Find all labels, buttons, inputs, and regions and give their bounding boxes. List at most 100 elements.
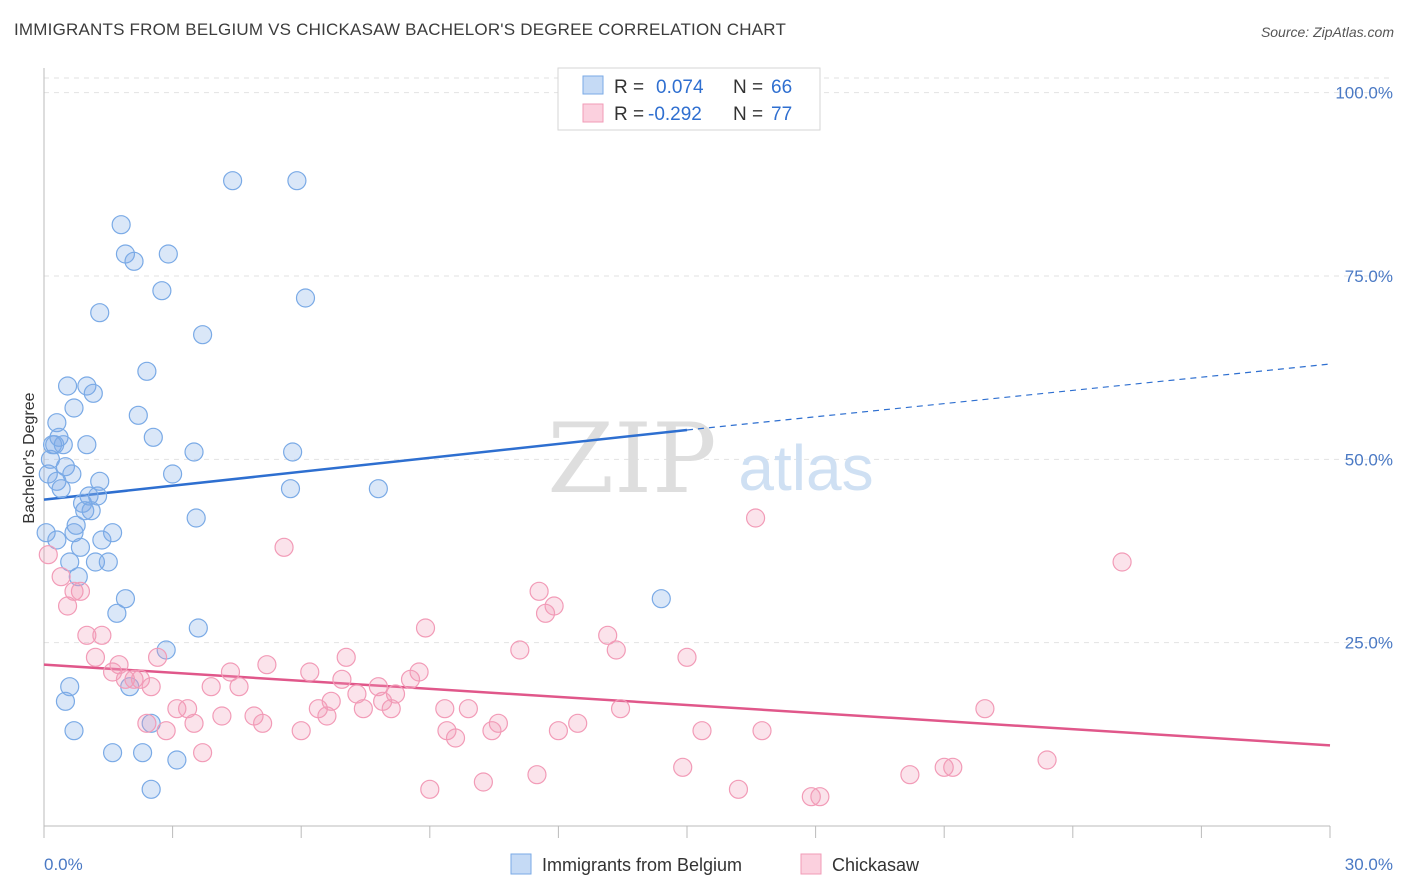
point-belgium bbox=[90, 471, 110, 491]
point-chickasaw bbox=[510, 640, 530, 660]
point-chickasaw bbox=[257, 655, 277, 675]
point-chickasaw bbox=[130, 669, 151, 689]
point-belgium bbox=[184, 442, 204, 462]
point-chickasaw bbox=[692, 721, 712, 741]
point-belgium bbox=[90, 303, 110, 323]
point-belgium bbox=[295, 288, 316, 308]
correlation-legend: R = 0.074 N = 66 R = -0.292 N = 77 bbox=[557, 67, 821, 131]
point-chickasaw bbox=[141, 677, 161, 697]
y-tick-label: 75.0% bbox=[1345, 267, 1393, 286]
y-tick-label: 100.0% bbox=[1335, 84, 1393, 103]
trend-lines bbox=[43, 363, 1331, 747]
series-swatch-chickasaw bbox=[800, 853, 822, 875]
point-chickasaw bbox=[70, 581, 91, 601]
point-belgium bbox=[55, 457, 76, 477]
point-chickasaw bbox=[124, 669, 144, 689]
point-belgium bbox=[70, 537, 91, 557]
point-chickasaw bbox=[229, 677, 249, 697]
point-chickasaw bbox=[184, 713, 204, 733]
point-belgium bbox=[132, 743, 153, 763]
point-belgium bbox=[64, 721, 84, 741]
point-belgium bbox=[62, 464, 82, 484]
point-chickasaw bbox=[300, 662, 320, 682]
point-belgium bbox=[98, 552, 118, 572]
point-belgium bbox=[102, 523, 123, 543]
point-chickasaw bbox=[610, 699, 631, 719]
point-chickasaw bbox=[253, 713, 273, 733]
point-belgium bbox=[64, 398, 84, 418]
legend-swatch-belgium bbox=[582, 75, 604, 95]
axes: 25.0% 50.0% 75.0% 100.0% 0.0% 30.0% bbox=[43, 68, 1393, 874]
point-belgium bbox=[115, 589, 136, 609]
point-chickasaw bbox=[368, 677, 388, 697]
point-belgium bbox=[36, 523, 56, 543]
legend-n-value-belgium: 66 bbox=[771, 77, 792, 98]
point-chickasaw bbox=[943, 757, 963, 777]
point-belgium bbox=[152, 281, 172, 301]
point-chickasaw bbox=[473, 772, 493, 792]
series-name-belgium: Immigrants from Belgium bbox=[542, 855, 742, 875]
point-belgium bbox=[137, 361, 157, 381]
point-chickasaw bbox=[435, 699, 455, 719]
point-chickasaw bbox=[353, 699, 373, 719]
legend-r-value-belgium: 0.074 bbox=[656, 77, 704, 98]
point-chickasaw bbox=[527, 765, 547, 785]
point-chickasaw bbox=[752, 721, 772, 741]
point-belgium bbox=[57, 376, 78, 396]
point-chickasaw bbox=[437, 721, 457, 741]
legend-n-value-chickasaw: 77 bbox=[771, 104, 792, 125]
point-chickasaw bbox=[167, 699, 187, 719]
point-belgium bbox=[186, 508, 206, 528]
watermark-zip: ZIP bbox=[547, 403, 716, 515]
point-belgium bbox=[223, 171, 243, 191]
point-chickasaw bbox=[606, 640, 626, 660]
point-chickasaw bbox=[212, 706, 232, 726]
point-belgium bbox=[158, 244, 178, 264]
point-belgium bbox=[163, 464, 183, 484]
point-chickasaw bbox=[673, 757, 693, 777]
point-chickasaw bbox=[900, 765, 920, 785]
point-chickasaw bbox=[193, 743, 213, 763]
x-tick-label-max: 30.0% bbox=[1345, 855, 1393, 874]
point-chickasaw bbox=[51, 567, 71, 587]
point-belgium bbox=[107, 603, 127, 623]
series-legend: Immigrants from Belgium Chickasaw bbox=[510, 853, 920, 875]
trend-line-chickasaw bbox=[43, 663, 1331, 747]
y-tick-label: 50.0% bbox=[1345, 450, 1393, 469]
point-chickasaw bbox=[409, 662, 429, 682]
point-chickasaw bbox=[92, 625, 112, 645]
point-chickasaw bbox=[488, 713, 508, 733]
point-belgium bbox=[55, 691, 76, 711]
series-name-chickasaw: Chickasaw bbox=[832, 855, 920, 875]
legend-n-label-chickasaw: N = bbox=[733, 104, 763, 125]
point-chickasaw bbox=[598, 625, 618, 645]
point-belgium bbox=[141, 779, 161, 799]
point-chickasaw bbox=[458, 699, 478, 719]
point-chickasaw bbox=[1037, 750, 1057, 770]
point-belgium bbox=[83, 383, 103, 403]
legend-swatch-chickasaw bbox=[582, 103, 604, 123]
point-belgium bbox=[68, 567, 88, 587]
point-chickasaw bbox=[85, 647, 106, 667]
point-chickasaw bbox=[291, 721, 311, 741]
point-belgium bbox=[53, 435, 73, 455]
point-belgium bbox=[188, 618, 208, 638]
legend-r-value-chickasaw: -0.292 bbox=[648, 104, 702, 125]
point-belgium bbox=[77, 376, 97, 396]
point-chickasaw bbox=[381, 699, 401, 719]
legend-r-label-chickasaw: R = bbox=[614, 104, 644, 125]
chart-title: IMMIGRANTS FROM BELGIUM VS CHICKASAW BAC… bbox=[14, 20, 787, 39]
point-chickasaw bbox=[77, 625, 97, 645]
data-points bbox=[36, 171, 1132, 807]
point-chickasaw bbox=[975, 699, 995, 719]
point-belgium bbox=[75, 501, 95, 521]
point-belgium bbox=[77, 435, 97, 455]
chart-source: Source: ZipAtlas.com bbox=[1260, 24, 1394, 40]
point-belgium bbox=[287, 171, 307, 191]
point-chickasaw bbox=[201, 677, 221, 697]
point-chickasaw bbox=[745, 508, 766, 528]
point-belgium bbox=[283, 442, 303, 462]
legend-n-label-belgium: N = bbox=[733, 77, 763, 98]
point-chickasaw bbox=[147, 647, 168, 667]
point-belgium bbox=[47, 530, 67, 550]
